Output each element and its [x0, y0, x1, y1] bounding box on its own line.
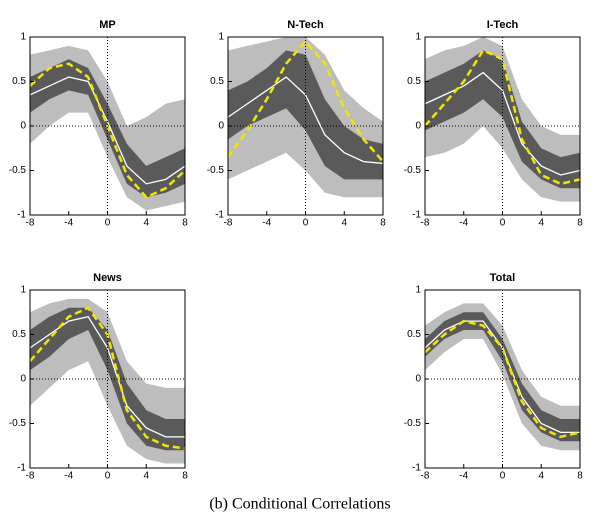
panel-title: I-Tech [487, 19, 519, 31]
y-tick-label: 1 [415, 285, 421, 296]
x-tick-label: -8 [421, 218, 430, 229]
dashed-line [29, 62, 186, 199]
x-tick-label: -4 [262, 218, 271, 229]
panel-title: MP [99, 19, 116, 31]
y-tick-label: 0.5 [407, 329, 421, 340]
x-tick-label: -4 [459, 471, 468, 482]
panel: N-Tech -1 -0.5 0 0.5 1 -8 -4 0 4 8 [207, 19, 386, 229]
x-tick-label: 4 [143, 471, 149, 482]
x-tick-label: 4 [538, 218, 544, 229]
confidence-band [425, 312, 580, 442]
confidence-band [425, 50, 580, 189]
x-tick-label: 0 [303, 218, 309, 229]
x-tick-label: -8 [26, 471, 35, 482]
panel-title: Total [490, 272, 515, 284]
x-tick-label: -4 [64, 471, 73, 482]
y-tick-label: 0 [20, 374, 26, 385]
x-tick-label: -4 [64, 218, 73, 229]
y-tick-label: -0.5 [207, 165, 225, 176]
confidence-band [30, 307, 185, 451]
y-tick-label: 0.5 [407, 76, 421, 87]
x-tick-label: -8 [224, 218, 233, 229]
y-tick-label: 0.5 [210, 76, 224, 87]
confidence-band [228, 50, 383, 180]
y-tick-label: 1 [415, 32, 421, 43]
y-tick-label: 0.5 [12, 76, 26, 87]
x-tick-label: 4 [538, 471, 544, 482]
y-tick-label: 1 [20, 285, 26, 296]
x-tick-label: 8 [380, 218, 386, 229]
median-line [424, 71, 581, 176]
x-tick-label: -8 [421, 471, 430, 482]
panel-title: N-Tech [287, 19, 324, 31]
y-tick-label: -0.5 [404, 165, 422, 176]
y-tick-label: 0 [218, 121, 224, 132]
panel: I-Tech -1 -0.5 0 0.5 1 -8 -4 0 4 8 [404, 19, 583, 229]
x-tick-label: 4 [341, 218, 347, 229]
dashed-line [226, 39, 384, 163]
x-tick-label: 8 [577, 471, 583, 482]
y-tick-label: -1 [412, 210, 421, 221]
panel: Total -1 -0.5 0 0.5 1 -8 -4 0 4 8 [404, 272, 583, 482]
y-tick-label: 0 [20, 121, 26, 132]
y-tick-label: 0 [415, 121, 421, 132]
y-tick-label: 1 [20, 32, 26, 43]
y-tick-label: -1 [17, 210, 26, 221]
y-tick-label: -1 [412, 463, 421, 474]
y-tick-label: -0.5 [9, 418, 27, 429]
x-tick-label: 0 [105, 471, 111, 482]
x-tick-label: 0 [105, 218, 111, 229]
dashed-line [29, 306, 186, 450]
y-tick-label: 0 [415, 374, 421, 385]
y-tick-label: -0.5 [404, 418, 422, 429]
x-tick-label: -8 [26, 218, 35, 229]
y-tick-label: -1 [215, 210, 224, 221]
y-tick-label: -0.5 [9, 165, 27, 176]
caption: (b) Conditional Correlations [209, 496, 390, 513]
x-tick-label: 8 [182, 218, 188, 229]
panel: News -1 -0.5 0 0.5 1 -8 -4 0 4 8 [9, 272, 188, 482]
y-tick-label: -1 [17, 463, 26, 474]
x-tick-label: 4 [143, 218, 149, 229]
x-tick-label: -4 [459, 218, 468, 229]
y-tick-label: 1 [218, 32, 224, 43]
dashed-line [424, 48, 581, 186]
y-tick-label: 0.5 [12, 329, 26, 340]
x-tick-label: 0 [500, 471, 506, 482]
panel-title: News [93, 272, 122, 284]
x-tick-label: 8 [182, 471, 188, 482]
x-tick-label: 8 [577, 218, 583, 229]
panel: MP -1 -0.5 0 0.5 1 -8 -4 0 4 8 [9, 19, 188, 229]
x-tick-label: 0 [500, 218, 506, 229]
